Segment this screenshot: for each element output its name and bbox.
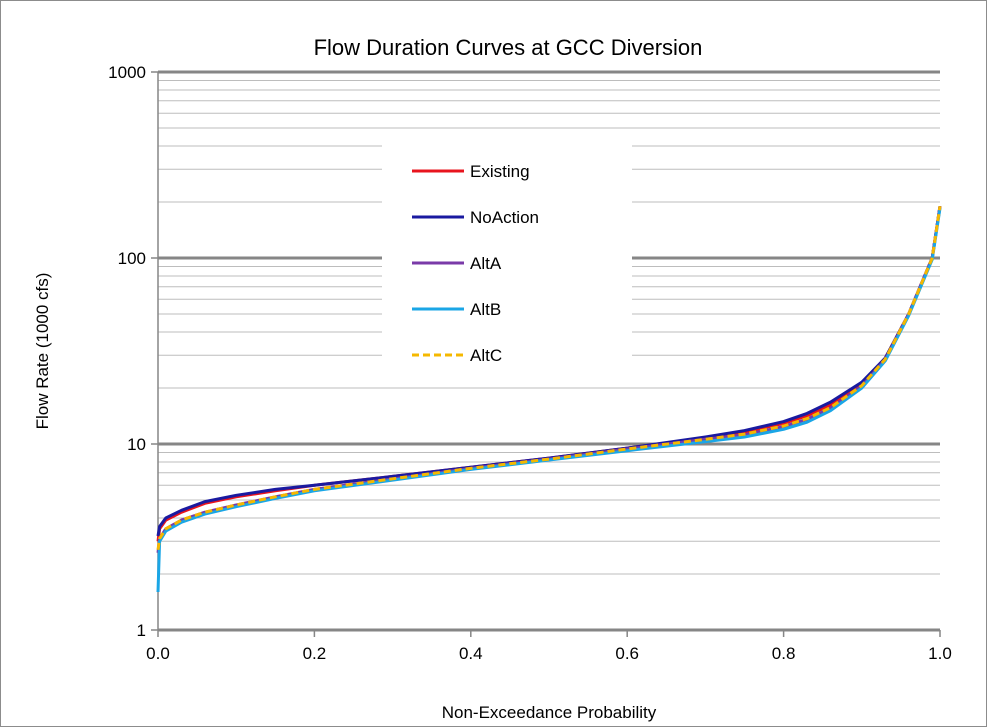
y-axis-label: Flow Rate (1000 cfs) [33,273,52,430]
series-line-altc [156,205,942,551]
tick-labels: 0.0 0.2 0.4 0.6 0.8 1.0 1 10 100 1000 [108,63,952,663]
axis-labels: Flow Duration Curves at GCC Diversion No… [33,35,702,722]
y-tick-label: 1 [137,621,146,640]
x-tick-label: 0.4 [459,644,483,663]
chart-title: Flow Duration Curves at GCC Diversion [314,35,703,60]
x-tick-label: 0.2 [303,644,327,663]
legend: Existing NoAction AltA AltB AltC [382,145,632,385]
x-tick-label: 0.0 [146,644,170,663]
x-tick-label: 1.0 [928,644,952,663]
legend-label-altc: AltC [470,346,502,365]
legend-label-altb: AltB [470,300,501,319]
legend-label-alta: AltA [470,254,502,273]
y-tick-label: 1000 [108,63,146,82]
series-layer [156,205,942,593]
legend-label-existing: Existing [470,162,530,181]
legend-background [382,145,632,385]
x-axis-label: Non-Exceedance Probability [442,703,657,722]
legend-label-noaction: NoAction [470,208,539,227]
x-tick-label: 0.6 [615,644,639,663]
y-tick-label: 100 [118,249,146,268]
y-tick-label: 10 [127,435,146,454]
x-tick-label: 0.8 [772,644,796,663]
